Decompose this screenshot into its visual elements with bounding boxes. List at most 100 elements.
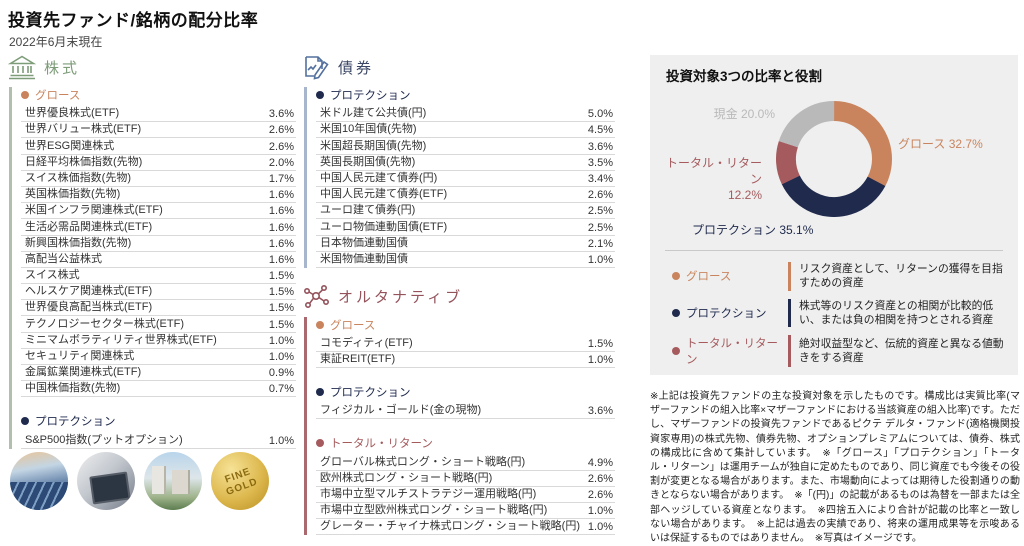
protection-dot-icon bbox=[21, 417, 29, 426]
asset-label: 市場中立型マルチストラテジー運用戦略(円) bbox=[320, 488, 537, 500]
building-shape bbox=[152, 466, 166, 494]
legend-label: グロース bbox=[686, 271, 732, 284]
asset-label: 中国人民元建て債券(円) bbox=[320, 171, 438, 184]
asset-label: 世界バリュー株式(ETF) bbox=[25, 123, 142, 136]
stocks-section-title: 株式 bbox=[44, 59, 81, 77]
allocation-row: 米国超長期国債(先物) 3.6% bbox=[316, 138, 615, 155]
asset-label: 世界優良株式(ETF) bbox=[25, 107, 120, 120]
asset-label: 高配当公益株式 bbox=[25, 252, 102, 265]
allocation-row: ユーロ建て債券(円) 2.5% bbox=[316, 203, 615, 220]
alternatives-section-title: オルタナティブ bbox=[338, 289, 464, 307]
allocation-row: テクノロジーセクター株式(ETF) 1.5% bbox=[21, 316, 296, 333]
legend-dot-icon bbox=[672, 308, 680, 317]
asset-weight: 1.5% bbox=[268, 286, 294, 299]
asset-weight: 1.5% bbox=[268, 302, 294, 315]
solar-panels-photo bbox=[10, 452, 68, 510]
asset-weight: 4.5% bbox=[587, 124, 613, 137]
total-return-dot-icon bbox=[316, 439, 324, 448]
legend-label: プロテクション bbox=[686, 307, 767, 320]
allocation-row: ユーロ物価連動国債(ETF) 2.5% bbox=[316, 219, 615, 236]
asset-weight: 1.6% bbox=[268, 205, 294, 218]
bonds-allocation-list: プロテクション米ドル建て公共債(円) 5.0% 米国10年国債(先物) 4.5% 米国超… bbox=[304, 87, 615, 268]
asset-label: ミニマムボラティリティ世界株式(ETF) bbox=[25, 333, 217, 346]
allocation-row: 市場中立型欧州株式ロング・ショート戦略(円) 1.0% bbox=[316, 503, 615, 520]
asset-label: 日本物価連動国債 bbox=[320, 236, 408, 249]
allocation-row: 高配当公益株式 1.6% bbox=[21, 252, 296, 268]
allocation-row: 中国株価指数(先物) 0.7% bbox=[21, 381, 296, 398]
asset-weight: 2.1% bbox=[587, 237, 613, 250]
asset-weight: 1.0% bbox=[587, 521, 613, 534]
total-return-slice-label-line2: 12.2% bbox=[727, 188, 762, 203]
group-label-growth: グロース bbox=[316, 317, 615, 333]
roles-legend: グロース リスク資産として、リターンの獲得を目指すための資産 プロテクション 株式等の… bbox=[672, 262, 1008, 375]
allocation-row: ヘルスケア関連株式(ETF) 1.5% bbox=[21, 284, 296, 301]
allocation-row: 世界優良高配当株式(ETF) 1.5% bbox=[21, 300, 296, 317]
asset-label: 中国人民元建て債券(ETF) bbox=[320, 188, 448, 201]
allocation-row: 中国人民元建て債券(ETF) 2.6% bbox=[316, 187, 615, 204]
legend-divider-bar bbox=[788, 298, 791, 327]
asset-label: セキュリティ関連株式 bbox=[25, 350, 135, 362]
legend-name: プロテクション bbox=[672, 305, 788, 321]
stocks-section-header: 株式 bbox=[8, 52, 296, 82]
group-name: プロテクション bbox=[330, 90, 411, 102]
legend-name: グロース bbox=[672, 268, 788, 284]
asset-weight: 2.6% bbox=[268, 124, 294, 137]
total-return-slice-label-line1: トータル・リターン bbox=[665, 156, 762, 187]
asset-weight: 1.6% bbox=[268, 189, 294, 202]
asset-label: 中国株価指数(先物) bbox=[25, 382, 121, 395]
group-label-protection: プロテクション bbox=[21, 413, 296, 429]
donut-segment-トータル・リターン bbox=[776, 101, 892, 217]
group-gap bbox=[316, 419, 615, 432]
asset-label: 英国長期国債(先物) bbox=[320, 155, 416, 168]
group-gap bbox=[316, 368, 615, 381]
asset-weight: 1.0% bbox=[587, 253, 613, 266]
allocation-row: 東証REIT(ETF) 1.0% bbox=[316, 352, 615, 369]
asset-label: 米国物価連動国債 bbox=[320, 252, 408, 265]
group-name: プロテクション bbox=[35, 416, 116, 429]
group-name: グロース bbox=[35, 90, 81, 102]
allocation-row: 市場中立型マルチストラテジー運用戦略(円) 2.6% bbox=[316, 487, 615, 503]
asset-weight: 4.9% bbox=[587, 456, 613, 469]
asset-label: 欧州株式ロング・ショート戦略(円) bbox=[320, 471, 493, 484]
asset-weight: 3.6% bbox=[268, 108, 294, 121]
protection-dot-icon bbox=[316, 91, 324, 99]
allocation-row: 欧州株式ロング・ショート戦略(円) 2.6% bbox=[316, 471, 615, 487]
asset-weight: 1.0% bbox=[587, 354, 613, 367]
panel-title: 投資対象3つの比率と役割 bbox=[666, 69, 823, 84]
legend-dot-icon bbox=[672, 347, 680, 355]
allocation-roles-panel: 投資対象3つの比率と役割 現金 20.0% グロース 32.7% トータル・リタ… bbox=[650, 55, 1018, 375]
asset-label: フィジカル・ゴールド(金の現物) bbox=[320, 404, 482, 417]
allocation-row: 新興国株価指数(先物) 1.6% bbox=[21, 236, 296, 252]
asset-label: 米国超長期国債(先物) bbox=[320, 139, 427, 152]
asset-label: 日経平均株価指数(先物) bbox=[25, 155, 143, 168]
allocation-row: 米国10年国債(先物) 4.5% bbox=[316, 122, 615, 139]
stocks-allocation-list: グロース 世界優良株式(ETF) 3.6% 世界バリュー株式(ETF) 2.6% 世界ES… bbox=[9, 87, 296, 449]
group-label-protection: プロテクション bbox=[316, 87, 615, 103]
asset-weight: 1.5% bbox=[268, 270, 294, 283]
allocation-row: 米国インフラ関連株式(ETF) 1.6% bbox=[21, 203, 296, 220]
asset-label: 米ドル建て公共債(円) bbox=[320, 107, 427, 120]
donut-chart bbox=[776, 101, 892, 217]
asset-weight: 1.5% bbox=[268, 318, 294, 331]
legend-divider-bar bbox=[788, 335, 791, 367]
total-return-slice-label: トータル・リターン 12.2% bbox=[658, 155, 762, 204]
allocation-row: フィジカル・ゴールド(金の現物) 3.6% bbox=[316, 403, 615, 420]
allocation-row: 英国株価指数(先物) 1.6% bbox=[21, 187, 296, 204]
asset-weight: 1.0% bbox=[268, 351, 294, 363]
growth-dot-icon bbox=[21, 91, 29, 99]
stocks-column: 株式 グロース 世界優良株式(ETF) 3.6% 世界バリュー株式(ETF) 2.6% 世… bbox=[8, 52, 296, 449]
building-shape bbox=[172, 470, 190, 494]
bonds-section-title: 債券 bbox=[338, 59, 375, 77]
allocation-row: 金属鉱業関連株式(ETF) 0.9% bbox=[21, 365, 296, 382]
legend-row: グロース リスク資産として、リターンの獲得を目指すための資産 bbox=[672, 262, 1008, 291]
asset-weight: 3.6% bbox=[587, 405, 613, 418]
gold-bar-photo: FINE GOLD bbox=[211, 452, 269, 510]
alternatives-section-header: オルタナティブ bbox=[303, 282, 615, 312]
allocation-row: 生活必需品関連株式(ETF) 1.6% bbox=[21, 219, 296, 236]
asset-weight: 3.4% bbox=[587, 172, 613, 185]
bank-icon bbox=[8, 54, 36, 80]
asset-label: コモディティ(ETF) bbox=[320, 337, 413, 350]
allocation-row: 世界バリュー株式(ETF) 2.6% bbox=[21, 122, 296, 139]
asset-weight: 2.6% bbox=[268, 140, 294, 153]
allocation-row: 米ドル建て公共債(円) 5.0% bbox=[316, 106, 615, 123]
